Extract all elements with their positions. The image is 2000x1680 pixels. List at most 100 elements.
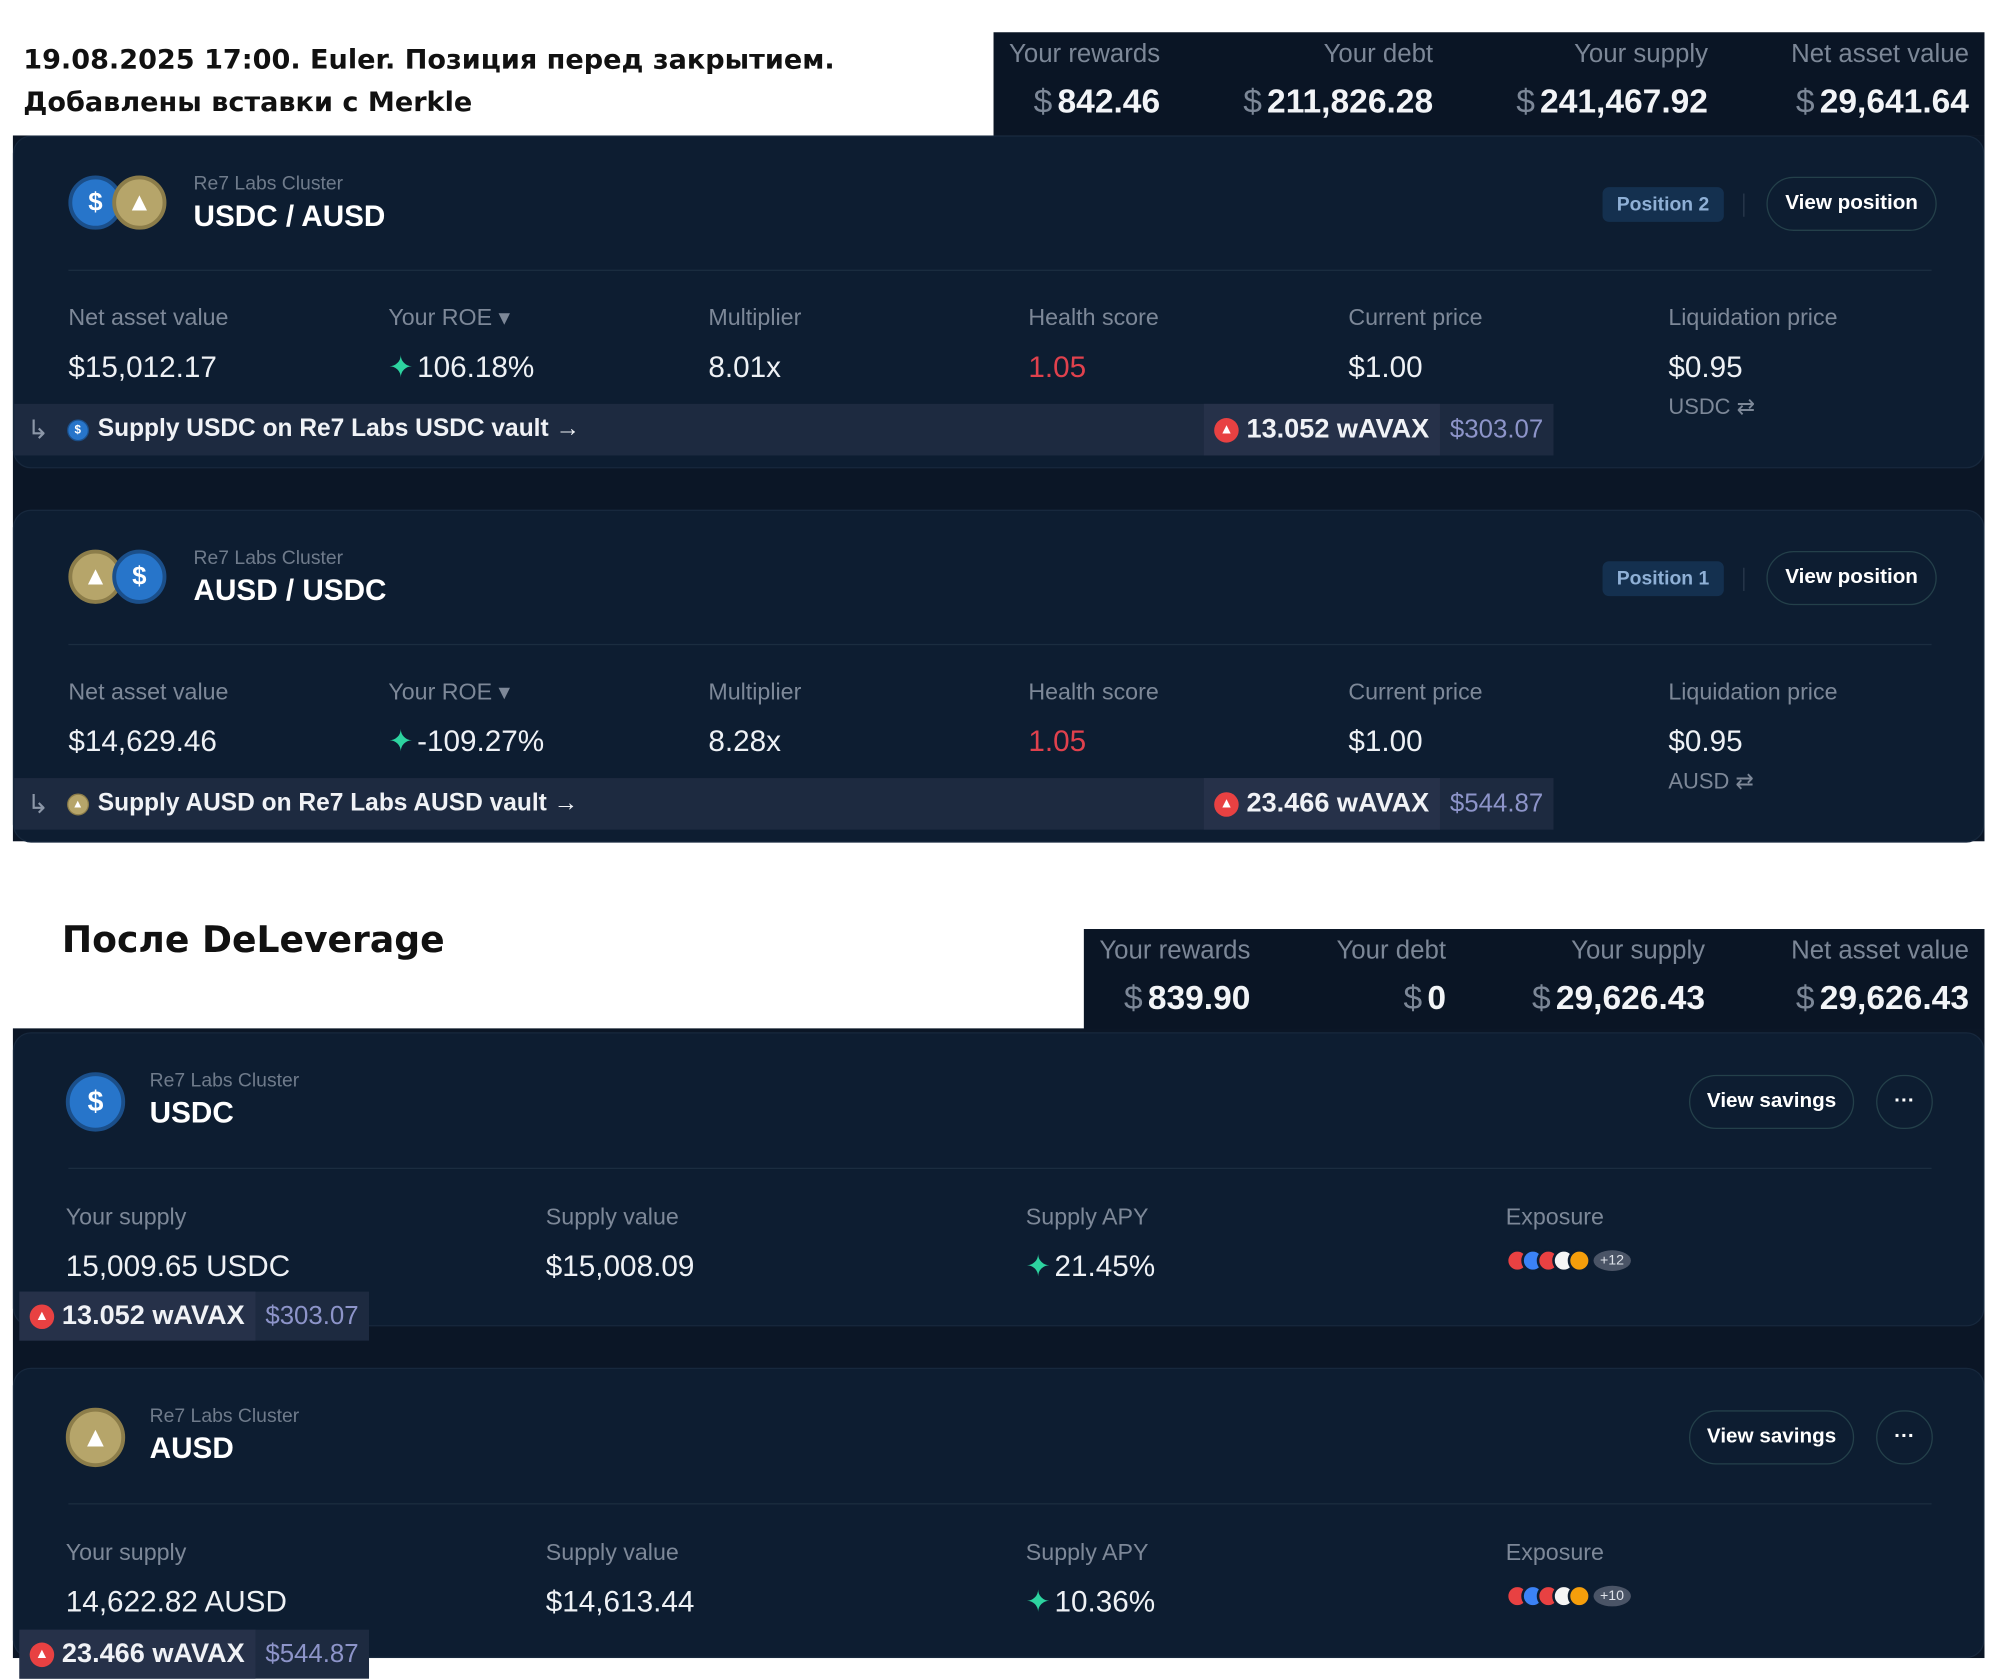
stat-price: Current price $1.00 (1348, 305, 1482, 385)
stat-roe: Your ROE ▾ ✦ -109.27% (388, 679, 544, 759)
stat-health: Health score 1.05 (1028, 679, 1158, 759)
stat-value: $15,008.09 (545, 1249, 695, 1283)
summary-label: Your debt (1336, 936, 1447, 966)
summary-supply: Your supply $29,626.43 (1532, 934, 1705, 1029)
stat-label: Current price (1348, 304, 1483, 331)
view-savings-button[interactable]: View savings (1689, 1410, 1855, 1465)
stat-value-wrap: ✦ 21.45% (1026, 1249, 1155, 1284)
cluster-label: Re7 Labs Cluster (149, 1069, 300, 1092)
sparkle-icon: ✦ (1025, 1584, 1051, 1619)
currency-sign: $ (1795, 978, 1815, 1017)
stat-label: Multiplier (708, 304, 802, 331)
summary-amount: 29,626.43 (1819, 978, 1969, 1017)
stat-value-wrap: $14,629.46 (68, 724, 228, 759)
vault-token-icon: $ (66, 418, 89, 441)
more-options-button[interactable]: ··· (1876, 1410, 1933, 1465)
stat-value: 10.36% (1054, 1584, 1156, 1619)
liq-unit-toggle[interactable]: USDC ⇄ (1668, 394, 1755, 420)
banner-link[interactable]: Supply USDC on Re7 Labs USDC vault → (97, 415, 580, 443)
currency-sign: $ (1532, 978, 1551, 1017)
asset-title[interactable]: USDC (149, 1095, 234, 1130)
summary-label: Your supply (1574, 39, 1708, 69)
stat-health: Health score 1.05 (1028, 305, 1158, 385)
currency-sign: $ (1795, 81, 1815, 120)
summary-nav: Net asset value $29,641.64 (1791, 37, 1969, 135)
exposure-more: +10 (1593, 1585, 1631, 1607)
stat-value: $15,012.17 (68, 349, 217, 384)
merkle-reward: ▲ 23.466 wAVAX $544.87 (19, 1629, 369, 1679)
currency-sign: $ (1403, 978, 1423, 1017)
stat-label[interactable]: Your ROE ▾ (388, 678, 511, 705)
summary-label: Your rewards (1099, 936, 1251, 966)
summary-value: $29,626.43 (1791, 968, 1969, 1027)
pair-title[interactable]: USDC / AUSD (193, 198, 386, 233)
stat-value: $0.95 (1668, 349, 1743, 384)
stat-value-wrap: ✦ 106.18% (388, 350, 534, 385)
stat-value-wrap: 15,009.65 USDC (66, 1249, 290, 1284)
avax-icon: ▲ (1214, 791, 1239, 817)
cluster-label: Re7 Labs Cluster (149, 1405, 300, 1428)
stat-exposure: Exposure +12 (1505, 1204, 1631, 1273)
exposure-icons[interactable]: +10 (1505, 1584, 1631, 1608)
stat-exposure: Exposure +10 (1505, 1539, 1631, 1608)
view-position-button[interactable]: View position (1766, 550, 1937, 606)
summary-debt: Your debt $211,826.28 (1243, 37, 1433, 135)
note-line-1: 19.08.2025 17:00. Euler. Позиция перед з… (23, 43, 835, 75)
liq-unit-toggle[interactable]: AUSD ⇄ (1668, 769, 1754, 794)
stat-nav: Net asset value $14,629.46 (68, 679, 228, 759)
separator (1743, 193, 1745, 217)
avax-icon: ▲ (29, 1641, 55, 1667)
stat-value-wrap: $1.00 (1348, 350, 1482, 385)
stat-label: Your supply (65, 1203, 187, 1230)
pair-title[interactable]: AUSD / USDC (193, 572, 387, 607)
stat-label: Supply value (545, 1539, 679, 1566)
summary-debt: Your debt $0 (1336, 934, 1446, 1029)
summary-amount: 29,641.64 (1819, 81, 1969, 120)
stat-label: Supply value (545, 1203, 679, 1230)
ausd-token-icon: ▲ (65, 1407, 126, 1468)
stat-value: 8.28x (708, 723, 781, 758)
stat-value-wrap: $0.95 (1668, 350, 1837, 385)
summary-value: $0 (1336, 968, 1446, 1027)
merkle-banner[interactable]: ↳ $ Supply USDC on Re7 Labs USDC vault →… (14, 403, 1554, 456)
banner-link[interactable]: Supply AUSD on Re7 Labs AUSD vault → (97, 789, 579, 817)
stat-value-wrap: ✦ -109.27% (388, 724, 544, 759)
stat-label: Multiplier (708, 678, 802, 705)
stat-label: Health score (1028, 304, 1159, 331)
exposure-icons[interactable]: +12 (1505, 1249, 1631, 1273)
currency-sign: $ (1243, 81, 1262, 120)
summary-amount: 839.90 (1147, 978, 1251, 1017)
view-savings-button[interactable]: View savings (1689, 1074, 1855, 1130)
stat-value: 15,009.65 USDC (65, 1249, 291, 1283)
stat-value: 106.18% (417, 349, 535, 384)
stat-label[interactable]: Your ROE ▾ (388, 304, 511, 331)
stat-label: Liquidation price (1668, 304, 1838, 331)
avax-icon: ▲ (1214, 417, 1239, 442)
view-position-button[interactable]: View position (1766, 176, 1937, 231)
asset-title[interactable]: AUSD (149, 1430, 234, 1465)
stat-label: Net asset value (68, 678, 229, 705)
summary-supply: Your supply $241,467.92 (1516, 37, 1708, 135)
summary-value: $29,641.64 (1791, 71, 1969, 130)
usdc-token-icon: $ (112, 549, 167, 604)
position-badge: Position 2 (1602, 187, 1724, 222)
more-options-button[interactable]: ··· (1876, 1074, 1933, 1130)
note-line-2: Добавлены вставки с Merkle (23, 86, 473, 118)
cluster-label: Re7 Labs Cluster (193, 172, 344, 195)
stat-label: Your supply (65, 1539, 187, 1566)
stat-value-wrap: $15,012.17 (68, 350, 228, 385)
summary-value: $29,626.43 (1532, 968, 1705, 1027)
stat-value-wrap: 8.01x (708, 350, 801, 385)
merkle-reward: ▲ 13.052 wAVAX $303.07 (19, 1291, 369, 1341)
currency-sign: $ (1123, 978, 1143, 1017)
position-badge: Position 1 (1602, 561, 1724, 597)
merkle-banner[interactable]: ↳ ▲ Supply AUSD on Re7 Labs AUSD vault →… (14, 778, 1554, 830)
stat-value-wrap: $14,613.44 (546, 1584, 695, 1619)
vault-token-icon: ▲ (66, 792, 89, 815)
stat-value: $1.00 (1348, 723, 1423, 758)
stat-label: Net asset value (68, 304, 229, 331)
summary-value: $211,826.28 (1243, 71, 1433, 130)
reward-amount: 23.466 wAVAX (1246, 788, 1430, 819)
stat-value-wrap: 14,622.82 AUSD (66, 1584, 287, 1619)
stat-value: $14,613.44 (545, 1584, 695, 1619)
